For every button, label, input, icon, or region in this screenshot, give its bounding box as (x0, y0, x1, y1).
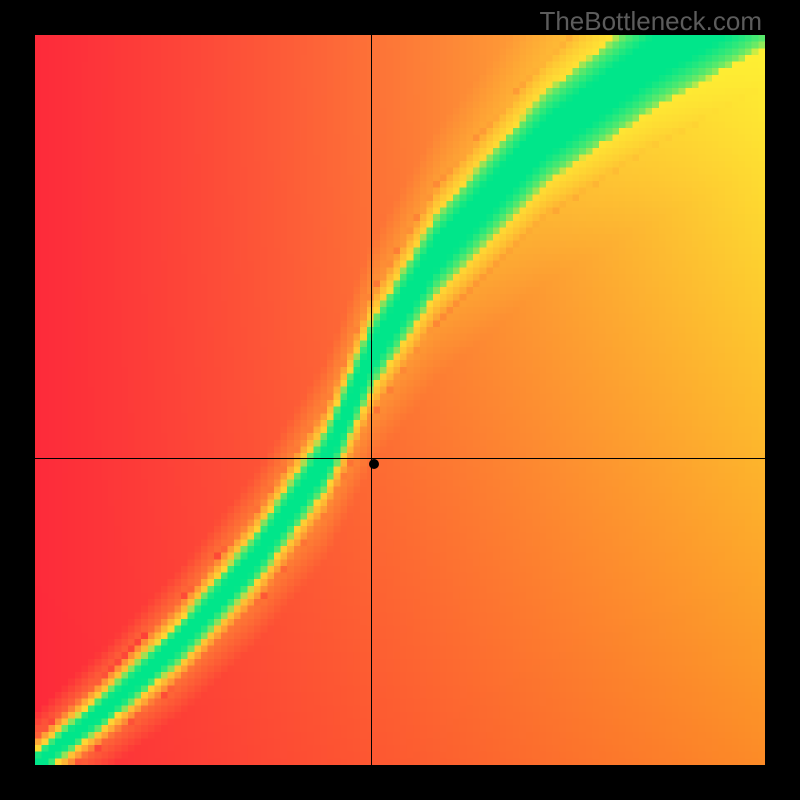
watermark-text: TheBottleneck.com (539, 6, 762, 37)
chart-container: TheBottleneck.com (0, 0, 800, 800)
crosshair-vertical (371, 35, 372, 765)
bottleneck-heatmap (35, 35, 765, 765)
crosshair-horizontal (35, 458, 765, 459)
marker-point (369, 459, 379, 469)
